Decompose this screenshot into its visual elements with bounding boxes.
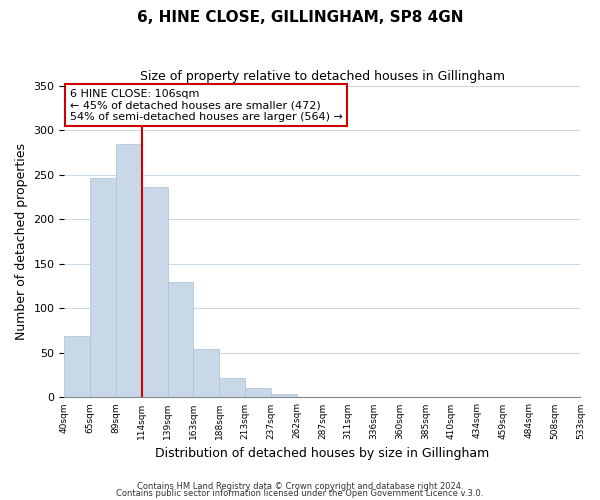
Text: 6 HINE CLOSE: 106sqm
← 45% of detached houses are smaller (472)
54% of semi-deta: 6 HINE CLOSE: 106sqm ← 45% of detached h… <box>70 88 343 122</box>
Bar <box>64 336 90 398</box>
Bar <box>296 396 322 398</box>
Y-axis label: Number of detached properties: Number of detached properties <box>15 143 28 340</box>
Title: Size of property relative to detached houses in Gillingham: Size of property relative to detached ho… <box>140 70 505 83</box>
Text: 6, HINE CLOSE, GILLINGHAM, SP8 4GN: 6, HINE CLOSE, GILLINGHAM, SP8 4GN <box>137 10 463 25</box>
Text: Contains public sector information licensed under the Open Government Licence v.: Contains public sector information licen… <box>116 489 484 498</box>
Bar <box>271 394 296 398</box>
Bar <box>219 378 245 398</box>
Bar <box>90 178 116 398</box>
Text: Contains HM Land Registry data © Crown copyright and database right 2024.: Contains HM Land Registry data © Crown c… <box>137 482 463 491</box>
Bar <box>167 282 193 398</box>
Bar <box>554 396 580 398</box>
Bar <box>116 144 142 398</box>
Bar <box>142 187 167 398</box>
X-axis label: Distribution of detached houses by size in Gillingham: Distribution of detached houses by size … <box>155 447 490 460</box>
Bar <box>193 350 219 398</box>
Bar <box>245 388 271 398</box>
